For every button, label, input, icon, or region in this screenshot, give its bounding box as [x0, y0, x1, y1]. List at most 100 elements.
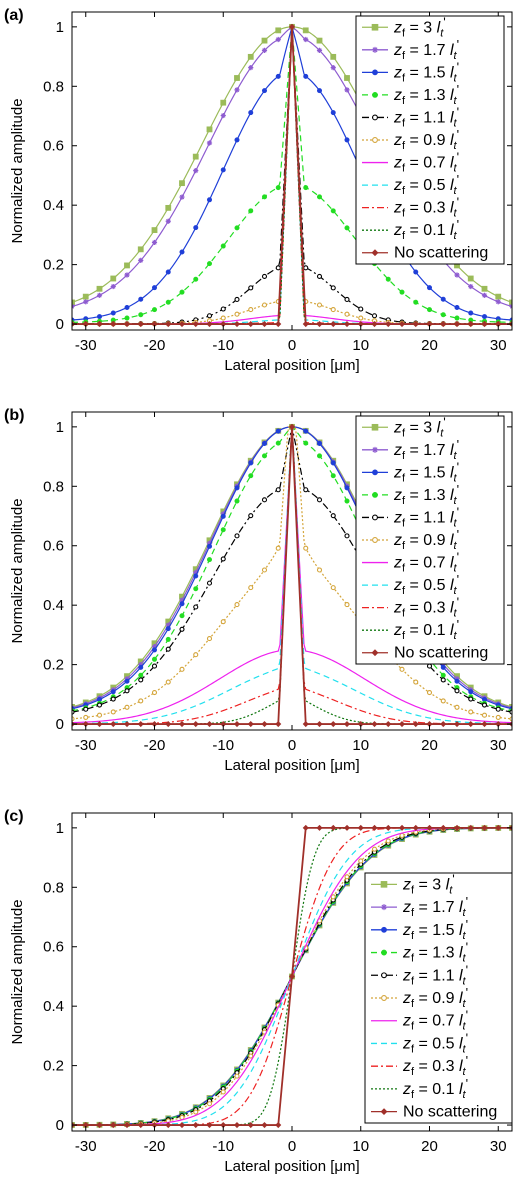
- marker-diamond: [275, 321, 282, 328]
- marker-dot: [426, 285, 432, 291]
- marker-diamond: [288, 973, 296, 980]
- x-tick-label: -20: [144, 1138, 166, 1155]
- marker-diamond: [412, 721, 419, 728]
- marker-dot: [248, 473, 254, 479]
- x-tick-label: -10: [212, 737, 234, 754]
- marker-diamond: [371, 721, 378, 728]
- marker-diamond: [247, 321, 254, 328]
- x-tick-label: -10: [212, 1138, 234, 1155]
- marker-dot: [261, 194, 267, 200]
- marker-dot: [426, 307, 432, 313]
- marker-circle: [303, 487, 309, 493]
- marker-dot: [303, 428, 309, 434]
- marker-circle: [83, 714, 89, 720]
- marker-circle: [381, 995, 387, 1001]
- marker-diamond: [385, 321, 392, 328]
- marker-dot: [152, 647, 158, 653]
- marker-diamond: [288, 23, 296, 30]
- panel-label: (a): [4, 7, 24, 24]
- marker-circle: [468, 709, 474, 715]
- marker-diamond: [123, 721, 131, 728]
- marker-dot: [330, 473, 336, 479]
- series-markers: [72, 423, 512, 728]
- marker-diamond: [137, 721, 144, 728]
- marker-dot: [193, 586, 199, 592]
- marker-diamond: [165, 721, 172, 728]
- marker-diamond: [412, 321, 419, 328]
- series-line: [72, 426, 512, 725]
- marker-circle: [165, 646, 171, 652]
- marker-star: [206, 140, 213, 146]
- chart-panel-1: (a) -30 -20 -10 0 10 20 30 0 0.2 0.4 0.6 0.8 1 Lateral…: [4, 7, 513, 374]
- marker-dot: [275, 428, 281, 434]
- marker-circle: [330, 585, 336, 591]
- marker-diamond: [371, 321, 378, 328]
- marker-dot: [248, 208, 254, 214]
- marker-circle: [248, 1053, 254, 1059]
- marker-circle: [138, 677, 144, 683]
- marker-circle: [220, 315, 226, 321]
- legend: zf = 3 lt'zf = 1.7 lt'zf = 1.5 lt'zf = 1…: [364, 871, 513, 1124]
- marker-dot: [220, 513, 226, 519]
- marker-circle: [193, 1109, 199, 1115]
- marker-diamond: [330, 824, 337, 831]
- marker-diamond: [343, 321, 351, 328]
- marker-diamond: [206, 721, 213, 728]
- marker-circle: [481, 712, 488, 718]
- x-axis-title: Lateral position [μm]: [224, 1158, 359, 1175]
- legend-entry-label: zf = 1.5 lt': [393, 59, 459, 84]
- marker-dot: [207, 543, 213, 549]
- legend-entry-label: zf = 0.1 lt': [393, 217, 459, 242]
- marker-dot: [138, 312, 144, 318]
- marker-diamond: [247, 1122, 254, 1129]
- marker-square: [302, 27, 309, 34]
- marker-dot: [468, 310, 474, 316]
- marker-square: [481, 285, 488, 292]
- marker-diamond: [426, 824, 433, 831]
- marker-diamond: [440, 824, 447, 831]
- marker-square: [275, 27, 282, 34]
- marker-diamond: [261, 1122, 268, 1129]
- marker-star: [138, 661, 144, 668]
- marker-star: [179, 194, 185, 200]
- plot-area: [72, 824, 512, 1129]
- y-tick-label: 0.2: [43, 1058, 64, 1075]
- marker-square: [234, 75, 240, 81]
- y-tick-label: 0.8: [43, 78, 64, 95]
- marker-diamond: [137, 321, 144, 328]
- legend-entry-label: zf = 1.1 lt': [393, 504, 459, 529]
- x-tick-label: 30: [490, 737, 507, 754]
- marker-circle: [220, 619, 226, 625]
- marker-diamond: [440, 721, 447, 728]
- marker-dot: [303, 440, 309, 446]
- marker-diamond: [481, 321, 488, 328]
- y-tick-label: 0.4: [43, 197, 64, 214]
- marker-diamond: [206, 1122, 213, 1129]
- marker-circle: [96, 712, 103, 718]
- marker-dot: [440, 312, 446, 318]
- marker-dot: [344, 225, 350, 231]
- series-line: [72, 827, 512, 1126]
- y-tick-label: 0.4: [43, 597, 64, 614]
- marker-dot: [413, 269, 419, 275]
- legend-entry-label: zf = 3 lt': [402, 871, 455, 896]
- marker-circle: [495, 706, 501, 712]
- y-tick-label: 0.2: [43, 257, 64, 274]
- y-axis-title: Normalized amplitude: [9, 498, 26, 643]
- y-tick-label: 0.8: [43, 478, 64, 495]
- marker-dot: [220, 527, 226, 533]
- legend-entry-label: zf = 0.3 lt': [393, 595, 459, 620]
- legend-entry-label: zf = 0.9 lt': [402, 985, 468, 1010]
- legend-entry-label: No scattering: [394, 245, 488, 262]
- marker-dot: [316, 453, 322, 459]
- marker-square: [330, 53, 337, 60]
- marker-star: [495, 299, 501, 305]
- chart-panel-2: (b) -30 -20 -10 0 10 20 30 0 0.2 0.4 0.6 0.8 1 Lateral…: [4, 407, 513, 774]
- marker-dot: [372, 69, 378, 76]
- legend-entry-label: zf = 0.1 lt': [402, 1076, 468, 1101]
- legend-entry-label: zf = 1.5 lt': [402, 917, 468, 942]
- y-tick-label: 0.6: [43, 939, 64, 956]
- marker-circle: [124, 688, 130, 694]
- marker-circle: [358, 315, 364, 321]
- marker-star: [151, 239, 158, 246]
